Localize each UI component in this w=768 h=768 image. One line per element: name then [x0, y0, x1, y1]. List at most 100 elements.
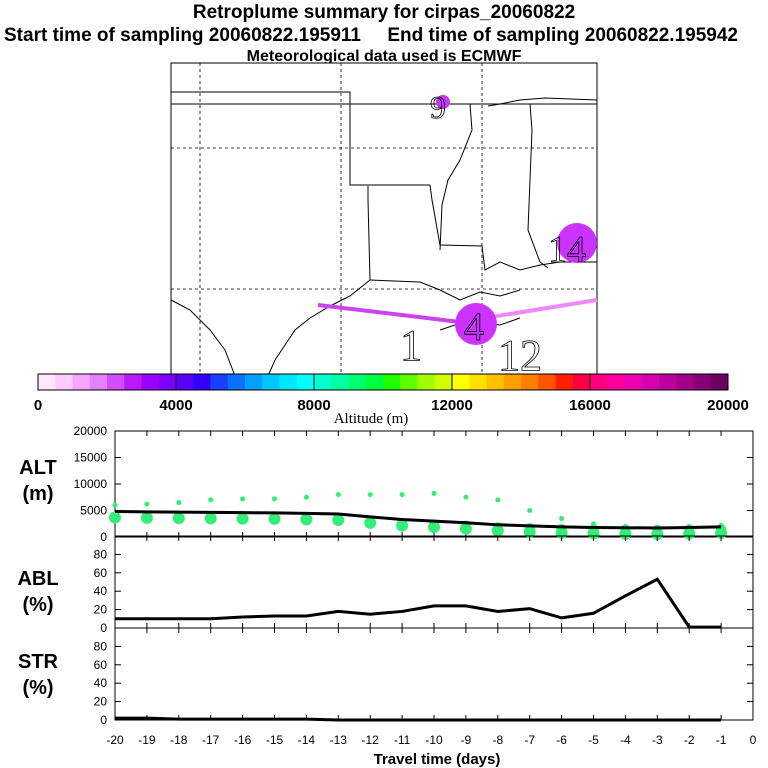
colorbar-swatch [279, 374, 298, 390]
colorbar-swatch [38, 374, 56, 390]
colorbar-swatch [572, 374, 591, 390]
y-tick-label: 80 [94, 547, 108, 561]
colorbar-tick-label: 20000 [707, 397, 749, 414]
alt-dot [495, 497, 501, 503]
colorbar-swatch [89, 374, 108, 390]
alt-dot [141, 511, 152, 522]
alt-dot [367, 492, 373, 498]
chart-title: Retroplume summary for cirpas_20060822 [192, 2, 576, 23]
time-series-panels: 0 5000 10000 15000 20000 ALT (m) 0 20 40 60 80 ABL (%… [17, 424, 756, 747]
colorbar-swatch [434, 374, 453, 390]
x-tick-label: -11 [394, 733, 411, 747]
panel-label: (%) [22, 677, 53, 699]
alt-dot [399, 492, 405, 498]
colorbar-swatch [331, 374, 349, 390]
map-panel: 9 14 1 4 12 [170, 62, 598, 380]
colorbar-tick-label: 4000 [159, 397, 192, 414]
x-tick-label: -6 [556, 733, 567, 747]
colorbar-swatch [383, 374, 401, 390]
x-tick-label: -15 [266, 733, 284, 747]
marker-dot [455, 303, 497, 345]
colorbar-swatch [227, 374, 246, 390]
x-tick-label: -8 [492, 733, 503, 747]
alt-dot [559, 515, 565, 521]
panel-alt: 0 5000 10000 15000 20000 ALT (m) [19, 424, 754, 544]
str-line [115, 716, 722, 722]
colorbar-swatch [555, 374, 574, 390]
panel-label: ALT [19, 457, 56, 479]
colorbar-tick-label: 12000 [431, 397, 473, 414]
alt-dot [335, 492, 341, 498]
colorbar-swatch [607, 374, 625, 390]
y-tick-label: 60 [94, 566, 108, 580]
alt-dot [112, 502, 118, 508]
colorbar-swatch [641, 374, 660, 390]
y-tick-label: 40 [94, 584, 108, 598]
colorbar-swatch [659, 374, 677, 390]
x-tick-label: -2 [684, 733, 695, 747]
x-tick-label: -5 [588, 733, 599, 747]
colorbar-swatch [590, 374, 608, 390]
colorbar-swatch [296, 374, 315, 390]
colorbar-swatch [193, 374, 211, 390]
map-boundaries [170, 91, 598, 377]
colorbar-swatch [538, 374, 556, 390]
met-data-line: Meteorological data used is ECMWF [246, 48, 522, 65]
plume-marker-9: 9 [430, 89, 450, 125]
colorbar-swatch [141, 374, 160, 390]
colorbar-swatch [245, 374, 263, 390]
panel-frame [114, 535, 754, 629]
colorbar-swatch [124, 374, 142, 390]
colorbar-tick-label: 0 [34, 397, 42, 414]
alt-dot [431, 491, 437, 497]
abl-line [115, 577, 722, 629]
colorbar-tick-label: 16000 [569, 397, 611, 414]
y-tick-label: 20000 [74, 424, 108, 438]
x-tick-label: -17 [202, 733, 220, 747]
marker-dot [436, 95, 450, 109]
alt-dot [110, 511, 120, 522]
panel-str: 0 20 40 60 80 STR (%) [18, 627, 754, 727]
alt-dot [272, 496, 277, 502]
x-tick-label: -4 [620, 733, 631, 747]
y-tick-label: 60 [94, 658, 108, 672]
colorbar-swatch [417, 374, 436, 390]
x-tick-label: -20 [106, 733, 124, 747]
colorbar-swatch [176, 374, 194, 390]
colorbar-swatch [210, 374, 229, 390]
alt-dot [173, 512, 184, 523]
marker-dot [557, 223, 597, 263]
colorbar-swatch [521, 374, 539, 390]
colorbar-swatch [262, 374, 280, 390]
colorbar-swatch [400, 374, 418, 390]
alt-dot [208, 497, 214, 503]
colorbar-swatch [486, 374, 505, 390]
panel-label: ABL [17, 568, 58, 590]
colorbar-swatch [365, 374, 384, 390]
y-tick-label: 20 [94, 603, 108, 617]
colorbar-swatch [693, 374, 712, 390]
y-tick-label: 0 [100, 713, 107, 727]
y-tick-label: 5000 [80, 504, 107, 518]
colorbar-swatch [55, 374, 73, 390]
colorbar-swatch [469, 374, 487, 390]
marker-label-9: 9 [430, 89, 446, 125]
alt-dot [527, 508, 533, 513]
panel-label: STR [18, 651, 59, 673]
x-tick-label: -14 [298, 733, 316, 747]
colorbar-swatch [624, 374, 643, 390]
alt-dot [333, 513, 344, 524]
x-tick-label: -9 [461, 733, 472, 747]
plume-marker-1: 1 4 12 [400, 303, 542, 380]
x-tick-label: -10 [425, 733, 443, 747]
alt-dot [269, 512, 280, 523]
plume-marker-14: 14 [548, 223, 597, 271]
x-tick-label: -7 [524, 733, 535, 747]
colorbar-swatch [676, 374, 694, 390]
x-tick-label: 0 [750, 733, 757, 747]
alt-dot [591, 521, 596, 527]
panel-abl: 0 20 40 60 80 ABL (%) [17, 535, 754, 635]
colorbar-swatch [348, 374, 367, 390]
x-tick-label: -3 [652, 733, 663, 747]
